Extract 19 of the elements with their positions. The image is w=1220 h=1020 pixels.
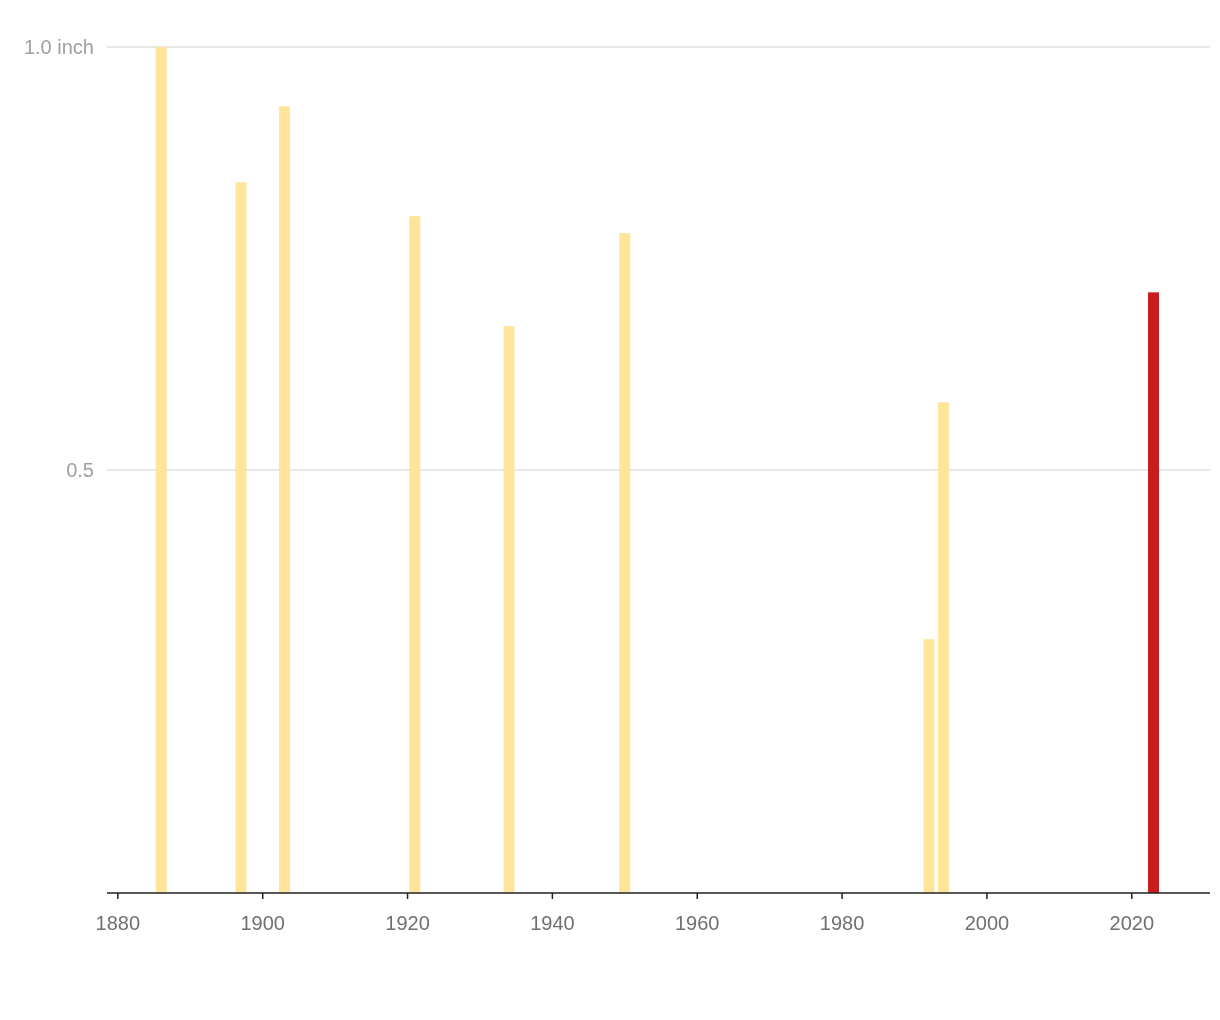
x-tick-label: 1960 <box>675 912 720 934</box>
y-tick-label: 1.0 inch <box>23 36 94 58</box>
bar <box>923 639 935 893</box>
x-tick-label: 1920 <box>385 912 430 934</box>
x-tick-label: 1900 <box>240 912 285 934</box>
bar <box>409 216 421 893</box>
bar <box>278 106 290 893</box>
bar <box>235 182 247 893</box>
bar <box>619 233 631 893</box>
x-tick-label: 2020 <box>1109 912 1155 934</box>
bar <box>1148 292 1160 893</box>
x-tick-label: 1980 <box>819 912 865 934</box>
bar <box>155 47 167 893</box>
bar <box>503 326 515 893</box>
bar <box>937 402 949 893</box>
x-tick-label: 1940 <box>530 912 575 934</box>
x-tick-label: 2000 <box>964 912 1010 934</box>
y-tick-label: 0.5 <box>66 459 94 481</box>
x-tick-label: 1880 <box>95 912 141 934</box>
